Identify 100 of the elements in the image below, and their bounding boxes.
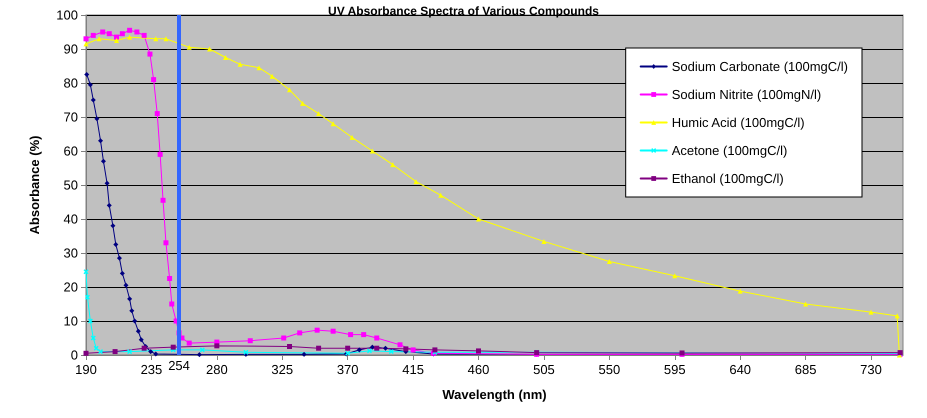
y-tick-label: 70 [64,110,78,124]
point [127,349,132,354]
point [96,36,102,42]
point [153,351,158,356]
x-tick-label: 550 [598,362,620,377]
y-tick-label: 40 [64,212,78,226]
point [116,256,122,261]
point [114,38,120,43]
legend-label: Humic Acid (100mgC/l) [672,115,805,130]
point [868,310,874,315]
point [297,330,302,336]
point [382,346,388,351]
point [207,46,212,52]
point [158,152,163,157]
point [123,282,128,288]
point [316,346,322,351]
x-tick-label: 640 [729,362,752,377]
point [302,352,307,357]
point [84,350,88,356]
x-tick-label: 685 [794,362,816,377]
point [370,148,375,154]
point [223,55,228,60]
point [248,338,253,344]
point [270,74,275,79]
point [98,138,104,144]
point [138,337,144,342]
point [256,65,262,70]
point [100,30,106,34]
point [94,116,100,122]
x-tick-label: 730 [860,362,882,377]
point [90,32,96,38]
x-tick-label: 190 [75,362,97,377]
point [214,343,220,348]
point [154,111,160,116]
y-tick-label: 20 [64,280,78,294]
point [403,346,408,352]
point [84,41,88,46]
point [134,30,140,34]
x-tick-label: 505 [533,362,555,377]
point [113,242,118,247]
point [120,31,125,36]
point [287,87,292,92]
y-tick-label: 10 [64,314,78,328]
point [100,158,106,164]
point [366,348,372,354]
point [314,328,320,333]
point [127,28,132,33]
point [142,32,147,38]
point [167,276,172,281]
point [388,349,394,354]
point [390,162,396,168]
point [98,349,104,354]
point [476,216,482,222]
point [120,270,125,276]
point [151,77,156,82]
point [163,240,168,246]
point [476,348,482,354]
chart-title: UV Absorbance Spectra of Various Compounds [328,4,600,18]
point [238,62,243,67]
x-tick-label: 460 [468,362,490,377]
y-tick-label: 80 [64,76,78,90]
point [169,302,174,306]
point [803,302,808,306]
point [88,82,93,88]
point [132,318,138,324]
x-tick-label: 235 [140,362,162,377]
y-tick-label: 50 [64,178,78,192]
point [84,294,90,300]
point [606,259,612,264]
point [153,36,158,42]
point [300,100,306,106]
point [361,332,366,338]
legend-label: Sodium Carbonate (100mgC/l) [672,59,848,74]
point [90,98,96,102]
point [414,179,418,184]
y-tick-label: 100 [56,8,78,22]
point [438,192,444,198]
point [374,346,380,351]
point [84,36,88,42]
point [374,336,380,340]
y-axis-title: Absorbance (%) [27,136,42,234]
y-tick-label: 30 [64,246,78,260]
point [129,308,134,314]
point [287,344,292,349]
point [148,349,154,354]
point [147,52,152,57]
point [94,346,99,351]
legend-label: Ethanol (100mgC/l) [672,171,784,186]
point [356,347,362,352]
x-tick-label: 415 [402,362,424,377]
point [104,180,110,186]
point [114,34,120,40]
point [88,318,93,324]
point [281,336,286,340]
point [127,296,132,302]
point [127,34,132,40]
point [200,347,205,352]
y-tick-label: 0 [70,348,78,362]
point [330,121,336,126]
y-tick-label: 90 [64,42,78,56]
